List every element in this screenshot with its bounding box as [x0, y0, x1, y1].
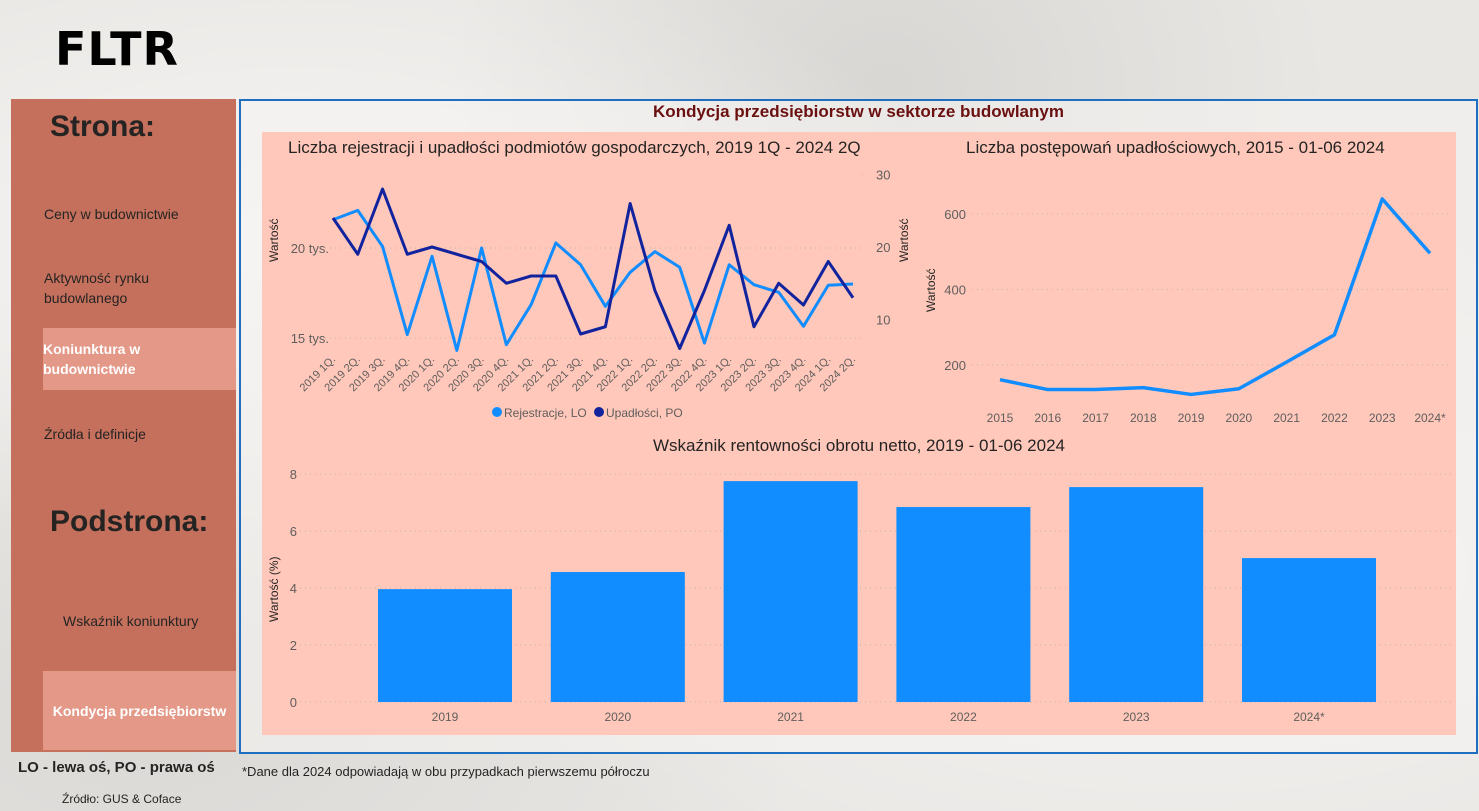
nav-item-label: Koniunktura w budownictwie	[43, 341, 141, 377]
chart3-bar	[378, 589, 512, 702]
page-heading: Strona:	[50, 110, 155, 143]
chart2-ytick-label: 600	[944, 207, 966, 222]
chart1-y2tick-label: 30	[876, 168, 890, 183]
chart2-xtick-label: 2019	[1178, 411, 1205, 425]
chart2-xtick-label: 2015	[987, 411, 1014, 425]
chart1-ytick-label: 20 tys.	[291, 241, 329, 256]
chart2-ytick-label: 400	[944, 283, 966, 298]
footnote: *Dane dla 2024 odpowiadają w obu przypad…	[242, 764, 650, 779]
chart1-legend-marker	[492, 407, 502, 417]
chart3-bar	[1069, 487, 1204, 702]
page-title: Kondycja przedsiębiorstw w sektorze budo…	[653, 102, 1064, 121]
subnav-item-kondycja[interactable]: Kondycja przedsiębiorstw	[43, 671, 236, 750]
sidebar	[11, 99, 236, 752]
nav-item-aktywnosc[interactable]: Aktywność rynku budowlanego	[44, 270, 150, 306]
logo: FLTR	[55, 22, 179, 76]
chart3-bar	[550, 572, 685, 702]
chart3-ytick-label: 6	[290, 524, 297, 539]
chart1-y2tick-label: 10	[876, 313, 890, 328]
chart3-ytick-label: 4	[290, 581, 297, 596]
chart1-legend-label: Upadłości, PO	[606, 406, 683, 420]
chart2-xtick-label: 2023	[1369, 411, 1396, 425]
chart3-bar	[723, 481, 858, 702]
chart3-bar	[896, 507, 1031, 702]
chart3-ytick-label: 2	[290, 638, 297, 653]
chart3-ytick-label: 8	[290, 467, 297, 482]
nav-item-koniunktura[interactable]: Koniunktura w budownictwie	[43, 328, 236, 390]
chart1-legend-label: Rejestracje, LO	[504, 406, 587, 420]
chart2-xtick-label: 2021	[1273, 411, 1300, 425]
chart3-ytick-label: 0	[290, 695, 297, 710]
chart3-xtick-label: 2020	[604, 710, 631, 724]
chart3-xtick-label: 2023	[1123, 710, 1150, 724]
axis-note: LO - lewa oś, PO - prawa oś	[18, 759, 215, 776]
chart2-title: Liczba postępowań upadłościowych, 2015 -…	[966, 138, 1385, 157]
nav-item-zrodla[interactable]: Źródła i definicje	[44, 426, 146, 442]
chart2-xtick-label: 2016	[1034, 411, 1061, 425]
chart3-title: Wskaźnik rentowności obrotu netto, 2019 …	[652, 436, 1066, 455]
chart3-xtick-label: 2021	[777, 710, 804, 724]
chart3-xtick-label: 2022	[950, 710, 977, 724]
chart1-series-line-1	[332, 208, 854, 352]
source-note: Źródło: GUS & Coface	[62, 792, 182, 806]
chart1-series-line-2	[331, 187, 855, 350]
chart1-title: Liczba rejestracji i upadłości podmiotów…	[288, 138, 861, 157]
nav-item-ceny[interactable]: Ceny w budownictwie	[44, 206, 179, 222]
subnav-item-wskaznik[interactable]: Wskaźnik koniunktury	[63, 613, 199, 629]
chart2-xtick-label: 2017	[1082, 411, 1109, 425]
chart2-xtick-label: 2020	[1226, 411, 1253, 425]
chart3-bar	[1242, 558, 1376, 702]
chart3-xtick-label: 2024*	[1293, 710, 1325, 724]
chart2-xtick-label: 2024*	[1414, 411, 1446, 425]
subpage-heading: Podstrona:	[50, 505, 209, 538]
chart2-ylabel: Wartość	[924, 268, 938, 312]
chart1-ylabel: Wartość	[267, 218, 281, 262]
chart3-xtick-label: 2019	[432, 710, 459, 724]
chart1-y2tick-label: 20	[876, 240, 890, 255]
chart2-ytick-label: 200	[944, 358, 966, 373]
chart2-series-line	[999, 197, 1432, 397]
chart2-xtick-label: 2018	[1130, 411, 1157, 425]
chart3-ylabel: Wartość (%)	[267, 556, 281, 622]
chart2-xtick-label: 2022	[1321, 411, 1348, 425]
chart1-y2label: Wartość	[897, 218, 911, 262]
chart1-ytick-label: 15 tys.	[291, 331, 329, 346]
chart1-legend-marker	[594, 407, 604, 417]
